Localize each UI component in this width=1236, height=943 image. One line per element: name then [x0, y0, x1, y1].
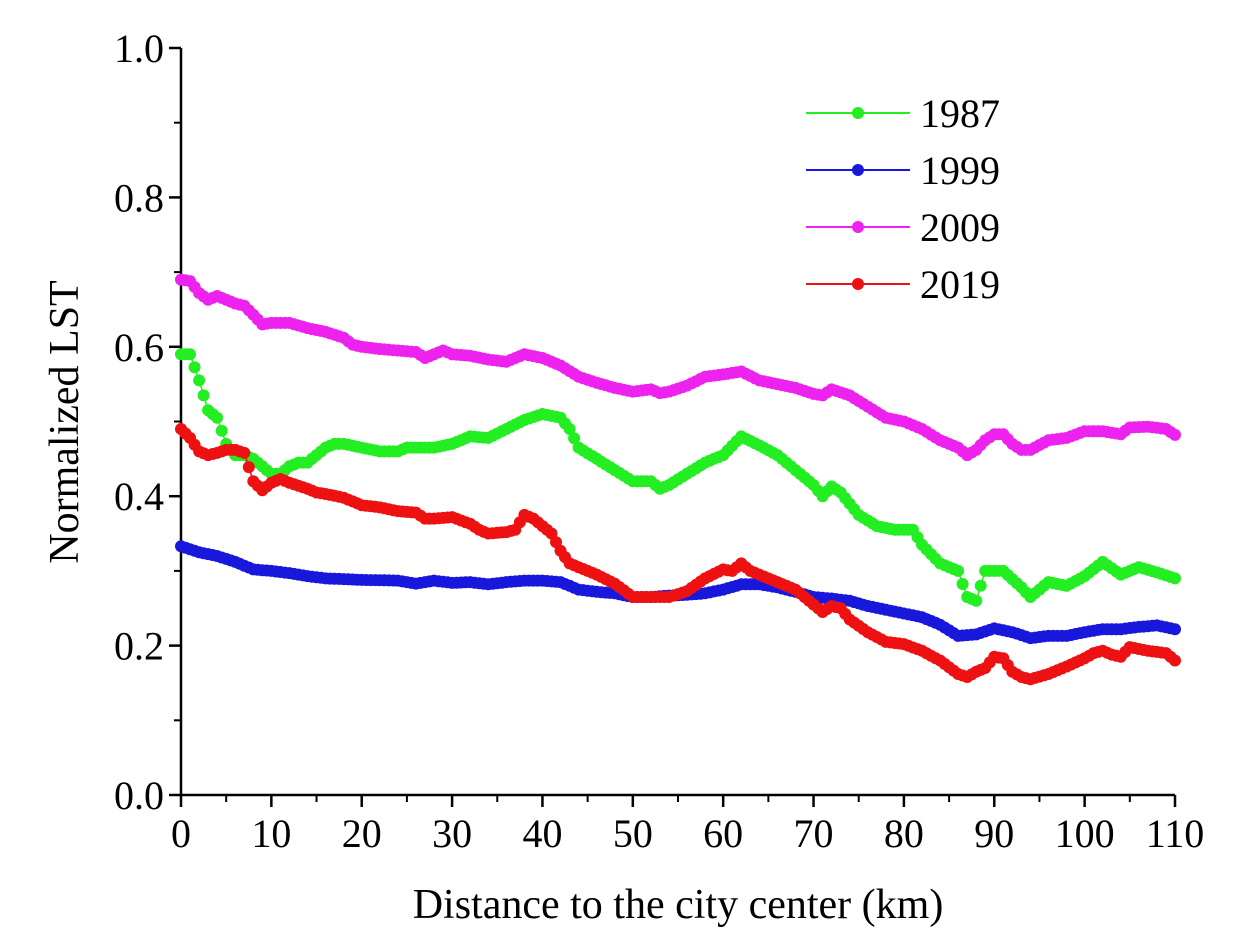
data-point: [238, 446, 251, 459]
legend-item-1999: 1999: [806, 148, 1000, 193]
legend-label: 1999: [920, 148, 1000, 193]
x-axis-title: Distance to the city center (km): [413, 882, 944, 928]
data-point: [215, 424, 228, 437]
x-tick-label: 10: [251, 811, 291, 856]
data-point: [242, 461, 255, 474]
legend-marker: [852, 221, 864, 233]
data-point: [193, 374, 206, 387]
series-1987: [175, 348, 1181, 607]
data-point: [211, 411, 224, 424]
y-tick-label: 1.0: [114, 26, 164, 71]
series-2019: [175, 423, 1181, 686]
x-tick-label: 50: [613, 811, 653, 856]
data-point: [184, 348, 196, 361]
series-line-2009: [180, 278, 1176, 457]
series-2009: [175, 273, 1181, 462]
legend-label: 2019: [920, 262, 1000, 307]
data-point: [188, 361, 201, 374]
data-point: [1169, 428, 1181, 441]
y-axis-title: Normalized LST: [42, 280, 88, 563]
legend-item-1987: 1987: [806, 91, 1000, 136]
x-tick-label: 100: [1055, 811, 1115, 856]
x-tick-label: 0: [171, 811, 191, 856]
x-tick-label: 60: [703, 811, 743, 856]
x-tick-label: 30: [432, 811, 472, 856]
x-tick-label: 70: [794, 811, 834, 856]
x-tick-label: 20: [342, 811, 382, 856]
y-tick-label: 0.6: [114, 325, 164, 370]
data-point: [1169, 654, 1181, 667]
legend: 1987 1999 2009 2019: [806, 91, 1000, 307]
x-tick-label: 110: [1146, 811, 1205, 856]
axes: 0 10 20 30 40 50 60 70 80 90 100 110 0.0 0.2 0.4 0.6 0.8…: [114, 26, 1204, 856]
data-point: [1169, 623, 1181, 636]
legend-marker: [852, 107, 864, 119]
legend-label: 2009: [920, 205, 1000, 250]
y-tick-label: 0.8: [114, 175, 164, 220]
x-tick-label: 80: [884, 811, 924, 856]
data-point: [952, 564, 965, 577]
data-point: [956, 578, 969, 590]
y-tick-label: 0.4: [114, 474, 164, 519]
data-point: [563, 423, 576, 435]
legend-marker: [852, 278, 864, 290]
data-point: [1169, 572, 1181, 585]
legend-marker: [852, 164, 864, 176]
plot-area: [175, 273, 1181, 686]
data-point: [197, 389, 210, 402]
legend-item-2019: 2019: [806, 262, 1000, 307]
x-tick-label: 90: [974, 811, 1014, 856]
y-tick-label: 0.2: [114, 624, 164, 669]
x-tick-label: 40: [522, 811, 562, 856]
data-point: [970, 594, 983, 607]
legend-label: 1987: [920, 91, 1000, 136]
data-point: [568, 432, 581, 445]
y-tick-label: 0.0: [114, 773, 164, 818]
data-point: [974, 579, 987, 592]
legend-item-2009: 2009: [806, 205, 1000, 250]
